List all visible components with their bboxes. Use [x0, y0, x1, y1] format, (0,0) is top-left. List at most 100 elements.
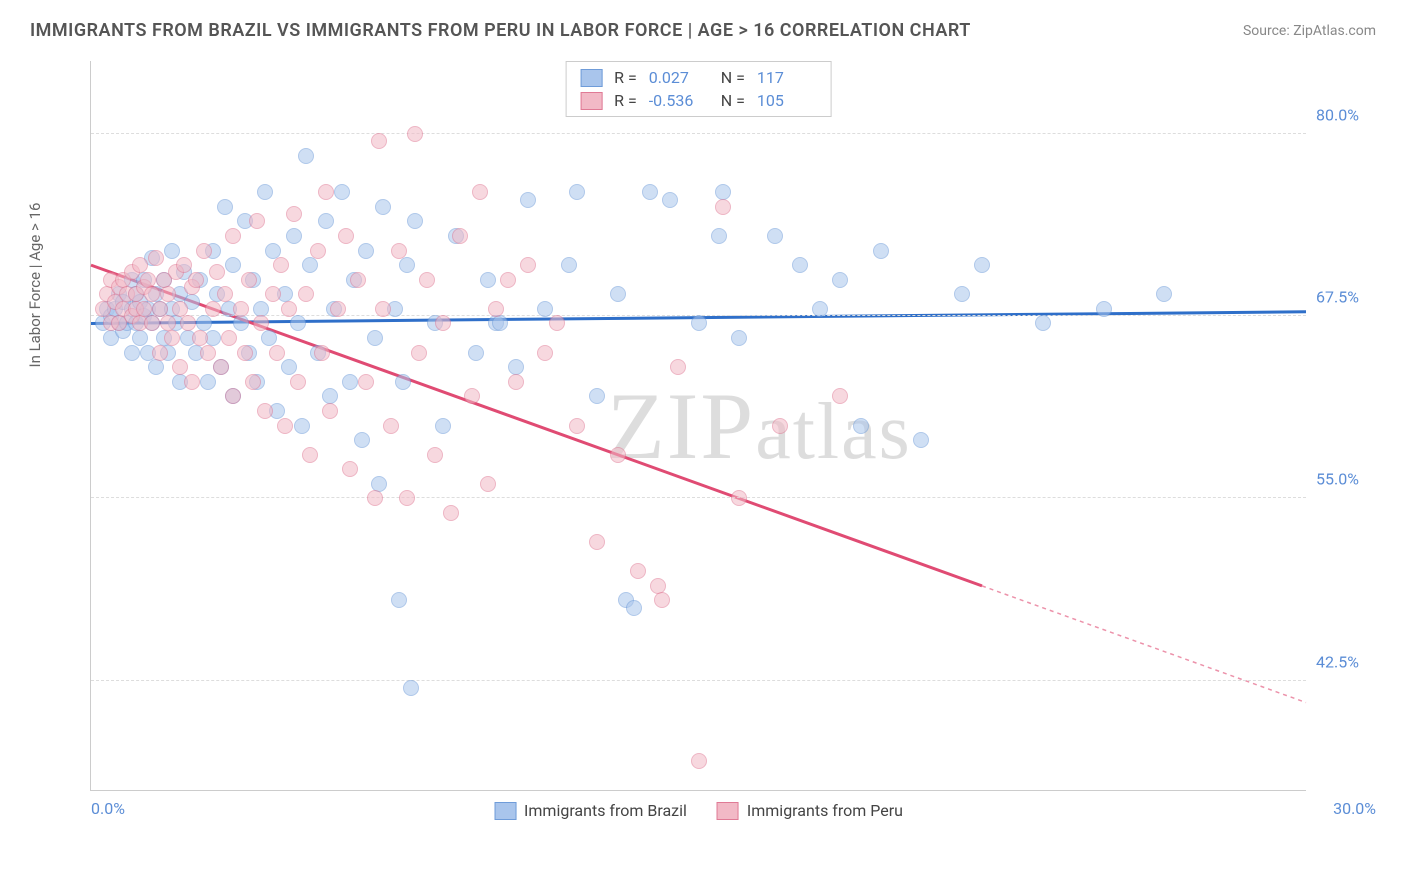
data-point [610, 447, 626, 463]
data-point [371, 133, 387, 149]
data-point [569, 418, 585, 434]
data-point [520, 257, 536, 273]
data-point [281, 359, 297, 375]
data-point [1096, 301, 1112, 317]
data-point [160, 286, 176, 302]
data-point [253, 315, 269, 331]
data-point [354, 432, 370, 448]
data-point [715, 199, 731, 215]
data-point [148, 250, 164, 266]
swatch-brazil-icon [494, 802, 516, 820]
data-point [176, 257, 192, 273]
data-point [375, 301, 391, 317]
data-point [508, 374, 524, 390]
data-point [419, 272, 435, 288]
data-point [225, 257, 241, 273]
data-point [383, 418, 399, 434]
data-point [334, 184, 350, 200]
data-point [338, 228, 354, 244]
data-point [286, 206, 302, 222]
data-point [205, 301, 221, 317]
legend-label-brazil: Immigrants from Brazil [524, 801, 687, 820]
data-point [391, 243, 407, 259]
data-point [318, 184, 334, 200]
plot-area: ZIPatlas R = 0.027 N = 117 R = -0.536 N … [90, 61, 1306, 791]
data-point [371, 476, 387, 492]
xtick-label: 0.0% [91, 799, 125, 818]
data-point [265, 286, 281, 302]
gridline [91, 680, 1306, 681]
data-point [298, 148, 314, 164]
data-point [1035, 315, 1051, 331]
chart-source: Source: ZipAtlas.com [1243, 23, 1376, 39]
series-legend: Immigrants from Brazil Immigrants from P… [494, 801, 903, 820]
data-point [350, 272, 366, 288]
data-point [654, 592, 670, 608]
data-point [537, 301, 553, 317]
ytick-label: 67.5% [1316, 288, 1376, 307]
data-point [443, 505, 459, 521]
data-point [913, 432, 929, 448]
data-point [310, 243, 326, 259]
data-point [367, 330, 383, 346]
data-point [853, 418, 869, 434]
ytick-label: 55.0% [1316, 470, 1376, 489]
data-point [148, 359, 164, 375]
data-point [367, 490, 383, 506]
n-value-peru: 105 [757, 91, 817, 110]
data-point [314, 345, 330, 361]
data-point [954, 286, 970, 302]
data-point [691, 753, 707, 769]
data-point [233, 301, 249, 317]
data-point [642, 184, 658, 200]
legend-row-peru: R = -0.536 N = 105 [566, 89, 831, 112]
data-point [480, 272, 496, 288]
data-point [188, 272, 204, 288]
data-point [395, 374, 411, 390]
data-point [662, 192, 678, 208]
data-point [480, 476, 496, 492]
data-point [233, 315, 249, 331]
data-point [488, 301, 504, 317]
data-point [435, 315, 451, 331]
data-point [286, 228, 302, 244]
data-point [452, 228, 468, 244]
data-point [873, 243, 889, 259]
data-point [209, 264, 225, 280]
data-point [273, 257, 289, 273]
data-point [172, 359, 188, 375]
data-point [520, 192, 536, 208]
swatch-peru-icon [580, 92, 602, 110]
data-point [281, 301, 297, 317]
data-point [589, 534, 605, 550]
data-point [974, 257, 990, 273]
xtick-label: 30.0% [1333, 799, 1376, 818]
ytick-label: 80.0% [1316, 105, 1376, 124]
data-point [670, 359, 686, 375]
legend-label-peru: Immigrants from Peru [747, 801, 903, 820]
swatch-brazil-icon [580, 69, 602, 87]
data-point [691, 315, 707, 331]
data-point [626, 600, 642, 616]
r-value-peru: -0.536 [649, 91, 709, 110]
data-point [237, 345, 253, 361]
data-point [132, 257, 148, 273]
legend-row-brazil: R = 0.027 N = 117 [566, 66, 831, 89]
data-point [302, 447, 318, 463]
data-point [164, 243, 180, 259]
data-point [172, 301, 188, 317]
data-point [435, 418, 451, 434]
data-point [152, 301, 168, 317]
data-point [411, 345, 427, 361]
data-point [249, 213, 265, 229]
legend-item-brazil: Immigrants from Brazil [494, 801, 687, 820]
data-point [342, 374, 358, 390]
data-point [221, 330, 237, 346]
data-point [144, 315, 160, 331]
gridline [91, 497, 1306, 498]
data-point [731, 490, 747, 506]
data-point [180, 315, 196, 331]
data-point [403, 680, 419, 696]
legend-item-peru: Immigrants from Peru [717, 801, 903, 820]
data-point [772, 418, 788, 434]
